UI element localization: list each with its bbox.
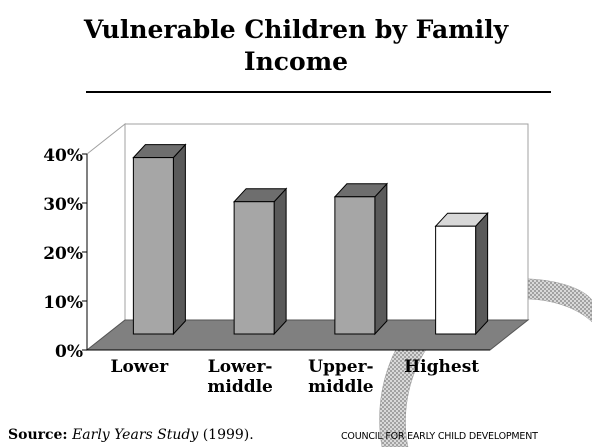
bar-side bbox=[374, 182, 388, 336]
x-tick-label-line: Upper- bbox=[308, 357, 373, 377]
bar-side bbox=[273, 187, 287, 336]
chart-labels: 0%10%20%30%40%Lower Lower-middleUpper-mid… bbox=[43, 146, 479, 397]
y-tick-label: 10% bbox=[43, 293, 83, 313]
bar-front bbox=[334, 196, 376, 335]
bar bbox=[232, 187, 288, 336]
x-tick-label: Lower bbox=[111, 357, 170, 377]
x-tick-label: Lower-middle bbox=[207, 357, 273, 397]
council-name: COUNCIL FOR EARLY CHILD DEVELOPMENT bbox=[341, 431, 538, 442]
bar bbox=[132, 143, 187, 336]
chart-bars bbox=[132, 143, 489, 336]
bar-front bbox=[233, 201, 275, 335]
x-tick-label-line: middle bbox=[308, 377, 374, 397]
bar bbox=[434, 211, 489, 336]
source-work: Early Years Study bbox=[72, 427, 199, 443]
bar-front bbox=[132, 157, 174, 335]
bar-side bbox=[172, 143, 186, 336]
y-tick-label: 30% bbox=[43, 195, 83, 215]
x-tick-label: Upper-middle bbox=[308, 357, 374, 397]
y-tick-label: 40% bbox=[43, 146, 83, 166]
y-tick-label: 0% bbox=[55, 342, 83, 362]
x-tick-label-line: middle bbox=[207, 377, 273, 397]
chart-title: Vulnerable Children by Family Income bbox=[83, 15, 509, 76]
title-underline bbox=[86, 91, 551, 93]
source-label: Source: bbox=[8, 427, 68, 443]
bar-side bbox=[475, 211, 489, 336]
source-year: (1999). bbox=[198, 427, 254, 443]
x-tick-label-line: Lower- bbox=[208, 357, 273, 377]
side-wall bbox=[86, 122, 126, 352]
y-tick-label: 20% bbox=[43, 244, 83, 264]
source-citation: Source: Early Years Study (1999). bbox=[8, 427, 254, 443]
x-tick-label-line: Highest bbox=[404, 357, 479, 377]
x-tick-label: Highest bbox=[404, 357, 479, 377]
bar-front bbox=[435, 225, 477, 335]
bar bbox=[333, 182, 389, 336]
x-tick-label-line: Lower bbox=[111, 357, 170, 377]
